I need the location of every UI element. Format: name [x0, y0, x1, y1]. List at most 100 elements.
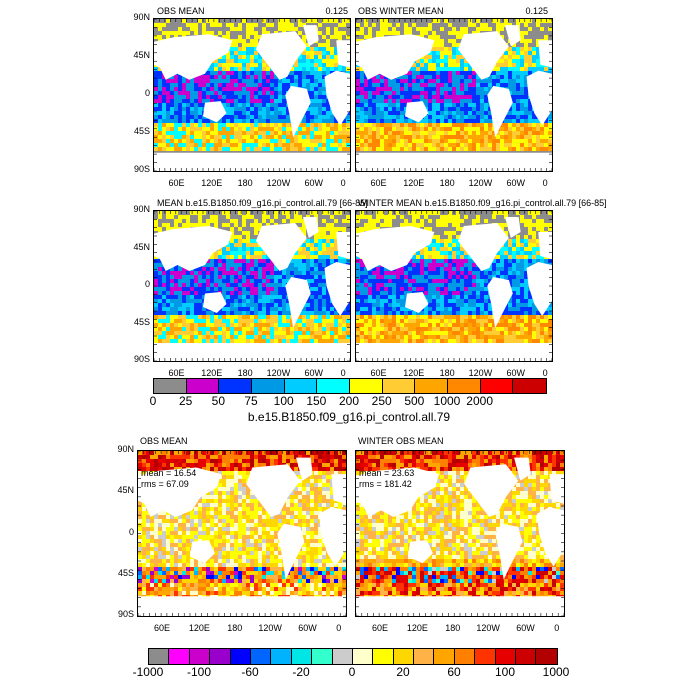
map-diff-winter-obs-mean [355, 450, 565, 617]
colorbar-swatch [169, 649, 190, 664]
lon-tick-label: 60W [298, 623, 317, 633]
stats-box: mean = 16.54 rms = 67.09 [141, 468, 196, 490]
lon-tick-label: 0 [340, 368, 346, 378]
lat-tick-label: 45S [133, 316, 150, 327]
lat-tick-label: 45S [117, 567, 134, 578]
lat-tick-label: 90S [117, 609, 134, 619]
lon-tick-label: 180 [237, 368, 253, 378]
continent [203, 292, 227, 313]
stats-box: mean = 23.63 rms = 181.42 [359, 468, 414, 490]
lon-tick-label: 60E [153, 623, 170, 633]
lat-tick-label: 90S [133, 354, 150, 364]
colorbar-swatch [210, 649, 231, 664]
colorbar-label: 1000 [542, 665, 570, 679]
continent [549, 474, 564, 504]
continent [356, 226, 435, 271]
colorbar-swatch [513, 379, 546, 393]
lon-tick-label: 60W [506, 368, 525, 378]
colorbar-label: 200 [338, 394, 360, 408]
lat-tick-label: 45S [133, 126, 150, 136]
continent [457, 223, 509, 271]
colorbar-bottom [148, 648, 558, 665]
colorbar-swatch [352, 649, 374, 664]
colorbar-swatch [454, 649, 476, 664]
colorbar-swatch [149, 649, 170, 664]
colorbar-label: 20 [396, 665, 410, 679]
lon-tick-label: 120E [403, 178, 425, 188]
continent [331, 474, 346, 504]
colorbar-label: 500 [404, 394, 425, 408]
map-model-mean [153, 210, 351, 362]
lon-tick-label: 0 [542, 178, 548, 188]
lon-tick-label: 0 [542, 368, 548, 378]
continent [285, 277, 311, 328]
continent [526, 262, 552, 316]
colorbar-swatch [251, 379, 285, 393]
continent [504, 25, 521, 47]
continent [154, 34, 233, 80]
lon-tick-label: 120W [468, 368, 493, 378]
colorbar-label: 1000 [433, 394, 461, 408]
lon-tick-label: 0 [554, 623, 560, 633]
lon-tick-label: 180 [445, 623, 461, 633]
continent [356, 343, 552, 361]
colorbar-label: 60 [447, 665, 461, 679]
colorbar-swatch [447, 379, 481, 393]
continent [356, 467, 440, 517]
colorbar-label: -20 [292, 665, 310, 679]
continent [464, 464, 519, 517]
continent [318, 507, 346, 567]
colorbar-swatch [475, 649, 496, 664]
lon-tick-label: 60E [168, 368, 185, 378]
continent [487, 277, 513, 328]
continent [154, 343, 350, 361]
continent [154, 152, 350, 171]
lon-tick-label: 180 [439, 178, 455, 188]
lat-tick-label: 45N [133, 241, 150, 252]
colorbar-label: 0 [348, 665, 356, 679]
lon-tick-label: 120W [468, 178, 493, 188]
lat-tick-label: 90N [117, 444, 134, 454]
continent [246, 464, 301, 517]
continent [405, 101, 429, 123]
panel-title: MEAN b.e15.B1850.f09_g16.pi_control.all.… [157, 198, 368, 208]
lat-tick-label: 0 [144, 88, 150, 98]
lon-tick-label: 120E [201, 178, 223, 188]
colorbar-label: 2000 [466, 394, 493, 408]
colorbar-swatch [219, 379, 252, 393]
continent [138, 596, 346, 616]
lon-tick-label: 180 [237, 178, 253, 188]
lon-tick-label: 120E [406, 623, 428, 633]
continent [154, 226, 233, 271]
colorbar-label: 0 [149, 394, 157, 408]
lat-tick-label: 90N [133, 12, 150, 22]
colorbar-swatch [312, 649, 333, 664]
lon-tick-label: 120W [258, 623, 282, 633]
colorbar-swatch [382, 379, 416, 393]
map-model-winter-mean [355, 210, 553, 362]
continent [405, 292, 429, 313]
continent [302, 25, 319, 47]
lon-tick-label: 60E [370, 178, 387, 188]
continent [336, 232, 350, 259]
lon-tick-label: 60W [516, 623, 535, 633]
panel-title: WINTER OBS MEAN [358, 436, 444, 446]
colorbar-label: -1000 [132, 665, 164, 679]
continent [457, 31, 509, 80]
continent [538, 232, 552, 259]
lon-tick-label: 120E [403, 368, 425, 378]
lon-tick-label: 60E [168, 178, 185, 188]
continent [324, 262, 350, 316]
panel-title: OBS MEAN [157, 6, 205, 16]
colorbar-swatch [414, 649, 435, 664]
colorbar-label: -100 [186, 665, 212, 679]
continent [203, 101, 227, 123]
colorbar-swatch [434, 649, 455, 664]
map-obs-mean [153, 18, 351, 172]
lat-tick-label: 0 [128, 526, 134, 537]
colorbar-swatch [284, 379, 318, 393]
colorbar-swatch [415, 379, 448, 393]
continent [356, 596, 564, 616]
lon-tick-label: 60E [370, 368, 387, 378]
continent [487, 85, 513, 138]
